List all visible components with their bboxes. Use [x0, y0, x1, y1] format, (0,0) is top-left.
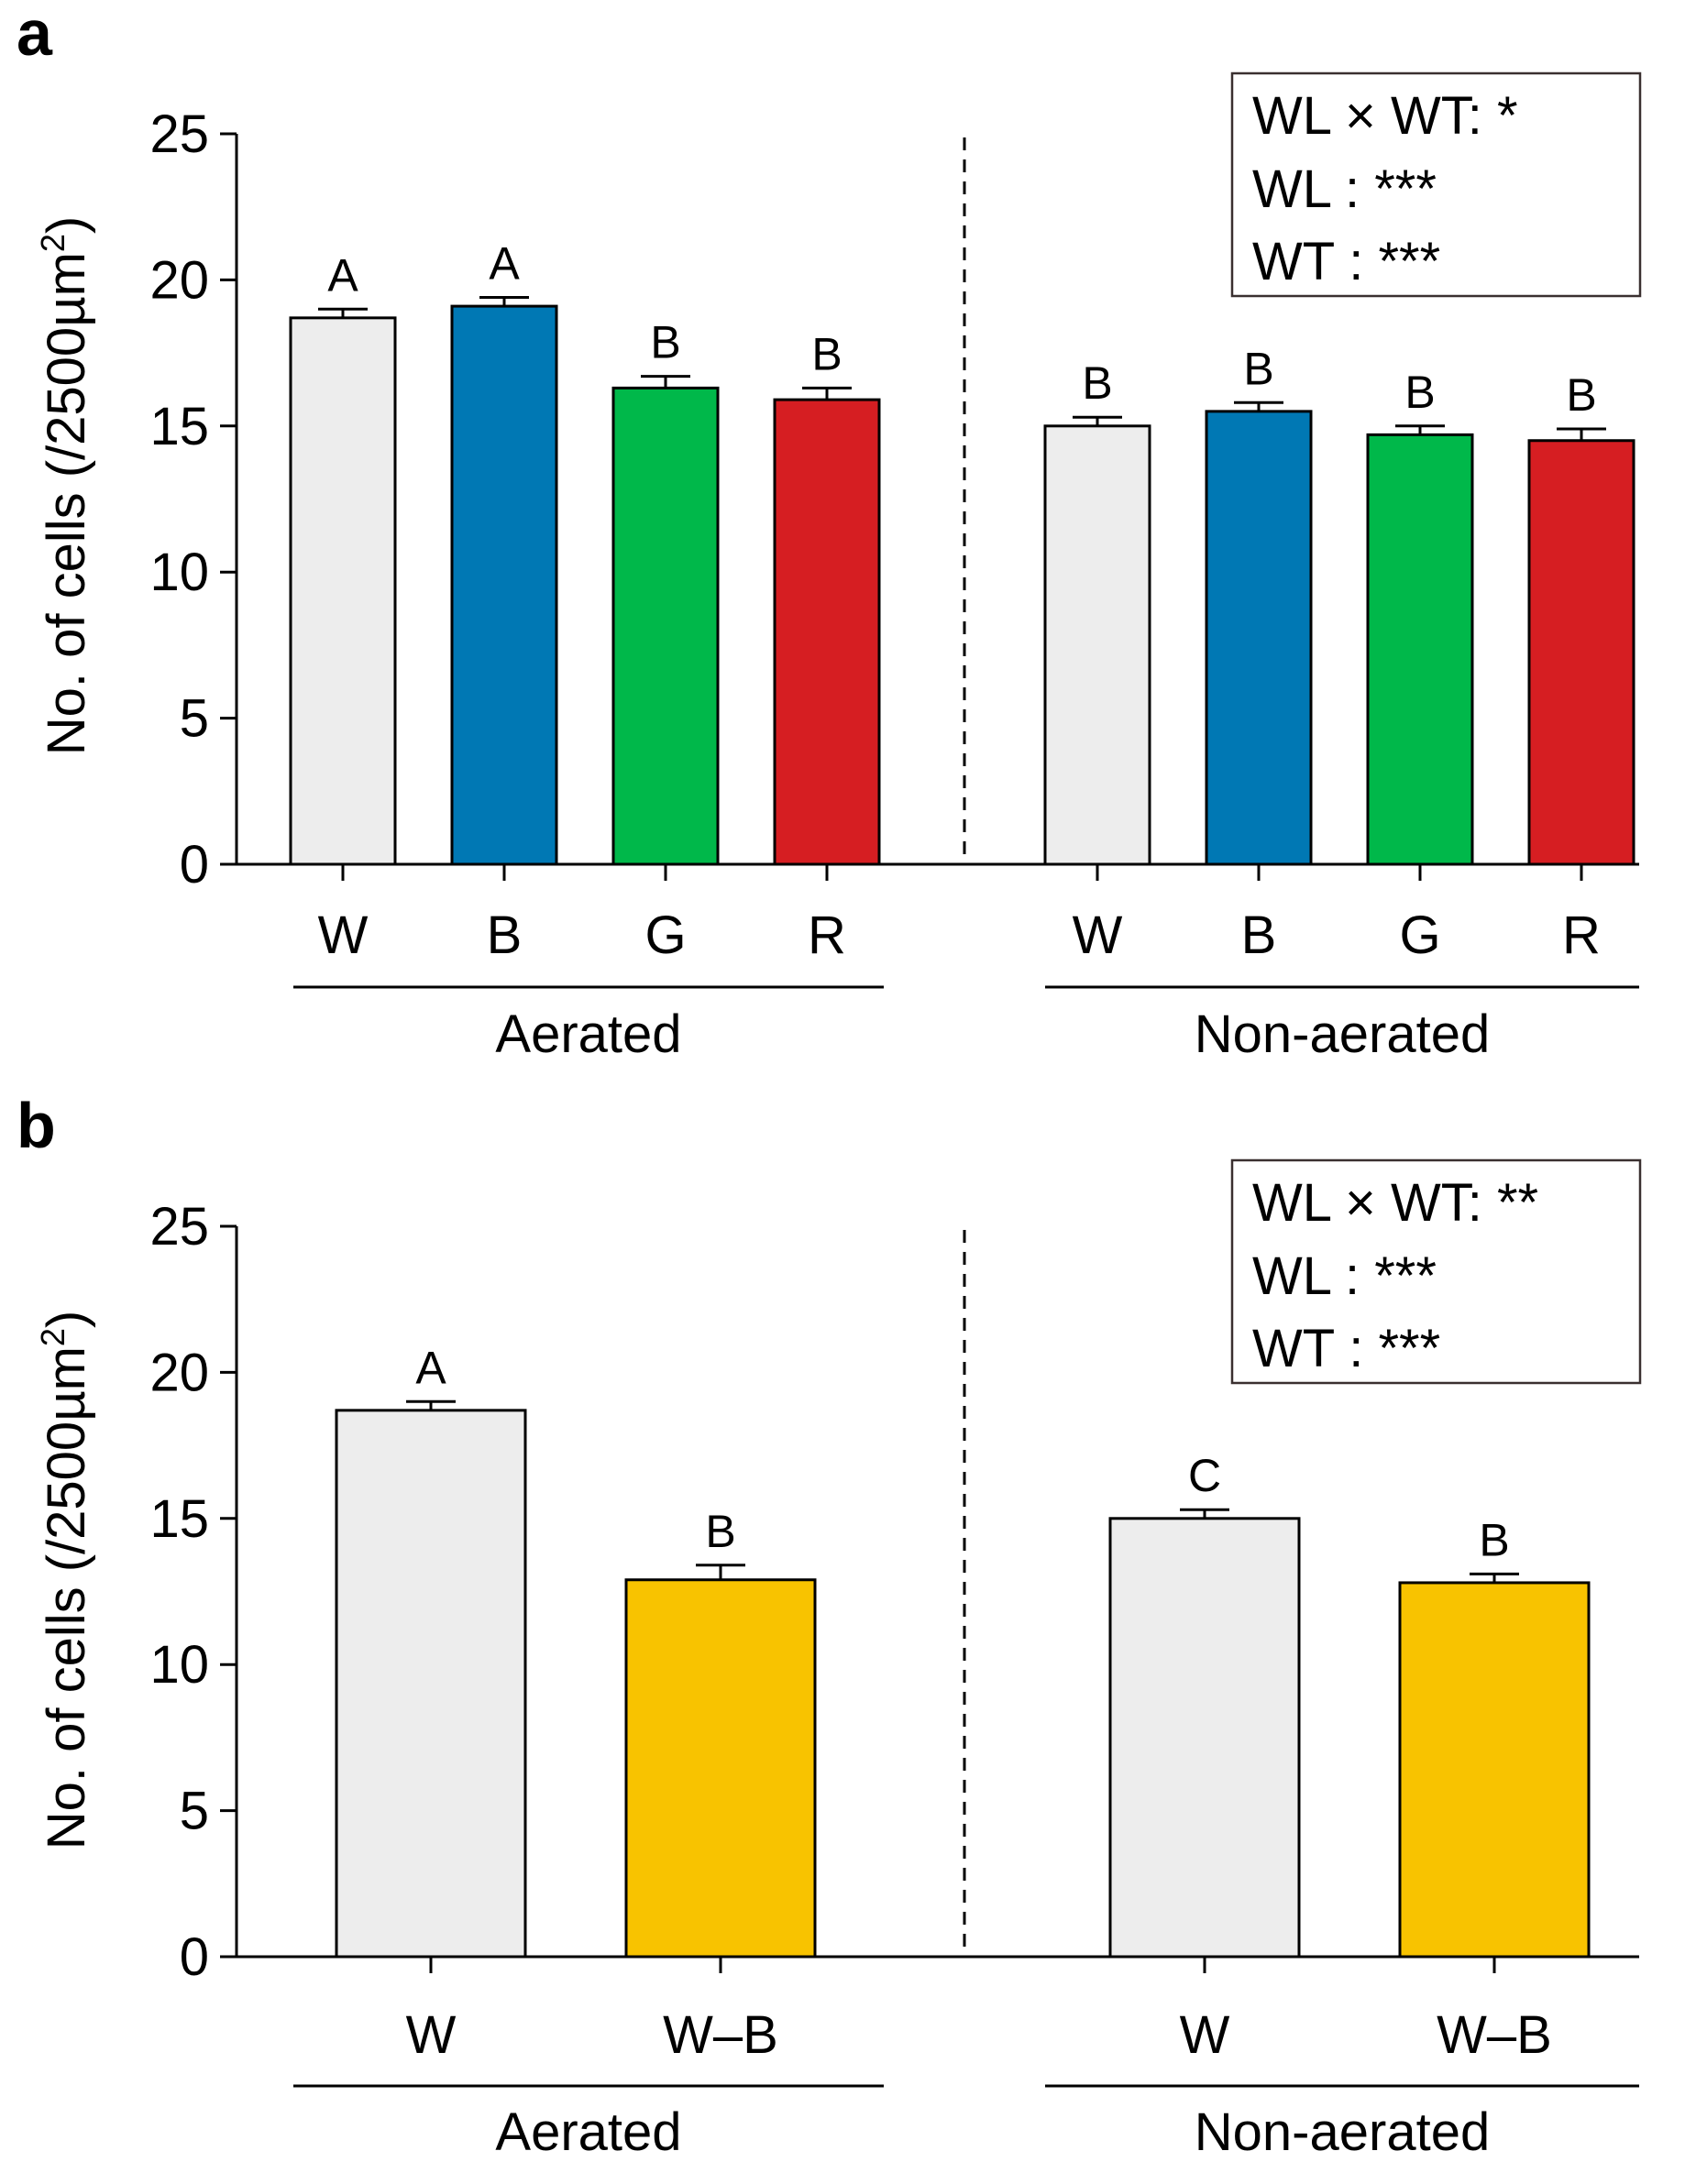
panel-a-bar-non-aerated-R: [1527, 439, 1635, 866]
panel-b-legend-line-2: WL : ***: [1252, 1246, 1437, 1306]
panel-b-bar-aerated-W: [335, 1409, 527, 1959]
panel-b-y-axis-label-main: No. of cells (/2500µm: [37, 1346, 96, 1849]
panel-b-y-tick-label: 0: [180, 1927, 209, 1987]
panel-b-y-tick-label: 25: [149, 1197, 209, 1257]
panel-a-category-label: W: [318, 905, 369, 965]
panel-b-category-label: W: [1180, 2005, 1230, 2065]
panel-a-bar-aerated-B: [450, 304, 558, 866]
panel-b-letter: b: [17, 1090, 56, 1161]
panel-a: a No. of cells (/2500µm2) 0 5 10 15 20 25 A W A B…: [17, 0, 1642, 1064]
panel-b-bar-aerated-W–B: [624, 1578, 817, 1959]
panel-a-category-label: W: [1073, 905, 1123, 965]
panel-a-y-axis-label-main: No. of cells (/2500µm: [37, 252, 96, 755]
panel-a-significance-letter: B: [1243, 343, 1273, 394]
panel-a-significance-letter: A: [327, 249, 358, 301]
panel-a-y-tick-label: 15: [149, 397, 209, 456]
panel-a-significance-letter: A: [489, 238, 520, 290]
panel-b-category-label: W–B: [1437, 2005, 1552, 2065]
panel-a-group-label: Aerated: [495, 1004, 681, 1064]
panel-b-plot: 0 5 10 15 20 25 A W B W–B Aerated C W B W–B Non-aerated: [149, 1197, 1639, 2162]
panel-a-legend-line-1: WL × WT: *: [1252, 86, 1518, 146]
panel-b-group-label: Aerated: [495, 2102, 681, 2162]
panel-a-y-tick-label: 10: [149, 543, 209, 602]
panel-b-bar-non-aerated-W–B: [1398, 1581, 1591, 1959]
panel-a-bar-aerated-W: [289, 316, 397, 866]
panel-a-bar-aerated-G: [611, 386, 720, 866]
panel-b-y-axis-label-sup: 2: [34, 1328, 72, 1346]
panel-a-bar-non-aerated-B: [1205, 410, 1313, 866]
panel-b-significance-letter: B: [705, 1506, 735, 1557]
panel-a-category-label: R: [1562, 905, 1601, 965]
panel-b-y-tick-label: 5: [180, 1782, 209, 1841]
panel-b-y-tick-label: 10: [149, 1635, 209, 1695]
panel-a-y-axis-label-sup: 2: [34, 234, 72, 252]
panel-b-category-label: W: [406, 2005, 457, 2065]
panel-b-y-tick-label: 15: [149, 1489, 209, 1549]
panel-a-category-label: R: [808, 905, 846, 965]
panel-a-significance-letter: B: [1404, 367, 1435, 418]
panel-b-category-label: W–B: [663, 2005, 778, 2065]
panel-b-significance-letter: B: [1479, 1514, 1509, 1565]
panel-a-bar-aerated-R: [773, 398, 881, 866]
panel-b-y-axis-label-end: ): [37, 1311, 96, 1328]
panel-a-y-axis-label-end: ): [37, 216, 96, 234]
panel-a-plot: 0 5 10 15 20 25 A W A B B G B R Aerated B W B B B G B R Non-aer…: [149, 104, 1639, 1064]
panel-a-category-label: B: [487, 905, 523, 965]
panel-b-legend-line-3: WT : ***: [1252, 1319, 1440, 1378]
panel-b-significance-letter: A: [415, 1342, 446, 1393]
panel-a-y-tick-label: 20: [149, 250, 209, 310]
panel-b-legend: WL × WT: ** WL : *** WT : ***: [1230, 1158, 1642, 1385]
panel-a-letter: a: [17, 0, 53, 69]
panel-a-category-label: G: [1399, 905, 1440, 965]
panel-a-significance-letter: B: [811, 328, 842, 379]
panel-a-y-tick-label: 0: [180, 835, 209, 894]
panel-a-y-tick-label: 25: [149, 104, 209, 164]
panel-b-y-tick-label: 20: [149, 1343, 209, 1402]
panel-a-legend: WL × WT: * WL : *** WT : ***: [1230, 71, 1642, 298]
panel-a-legend-line-2: WL : ***: [1252, 159, 1437, 219]
panel-a-legend-box: [1230, 71, 1642, 298]
panel-a-y-tick-label: 5: [180, 689, 209, 749]
panel-a-bar-non-aerated-W: [1043, 424, 1151, 866]
panel-a-significance-letter: B: [650, 317, 680, 368]
panel-a-category-label: G: [644, 905, 686, 965]
panel-b: b No. of cells (/2500µm2) 0 5 10 15 20 25 A W B W…: [17, 1090, 1642, 2162]
panel-a-bar-non-aerated-G: [1366, 433, 1474, 866]
panel-b-y-axis-label: No. of cells (/2500µm2): [34, 1311, 96, 1850]
panel-a-significance-letter: B: [1566, 369, 1596, 421]
panel-b-legend-box: [1230, 1158, 1642, 1385]
panel-a-significance-letter: B: [1082, 357, 1112, 409]
panel-b-significance-letter: C: [1188, 1450, 1221, 1501]
panel-b-group-label: Non-aerated: [1195, 2102, 1490, 2162]
panel-b-bar-non-aerated-W: [1108, 1517, 1301, 1959]
panel-a-y-axis-label: No. of cells (/2500µm2): [34, 216, 96, 756]
panel-a-category-label: B: [1241, 905, 1277, 965]
panel-b-legend-line-1: WL × WT: **: [1252, 1173, 1538, 1233]
panel-a-legend-line-3: WT : ***: [1252, 232, 1440, 291]
panel-a-group-label: Non-aerated: [1195, 1004, 1490, 1064]
